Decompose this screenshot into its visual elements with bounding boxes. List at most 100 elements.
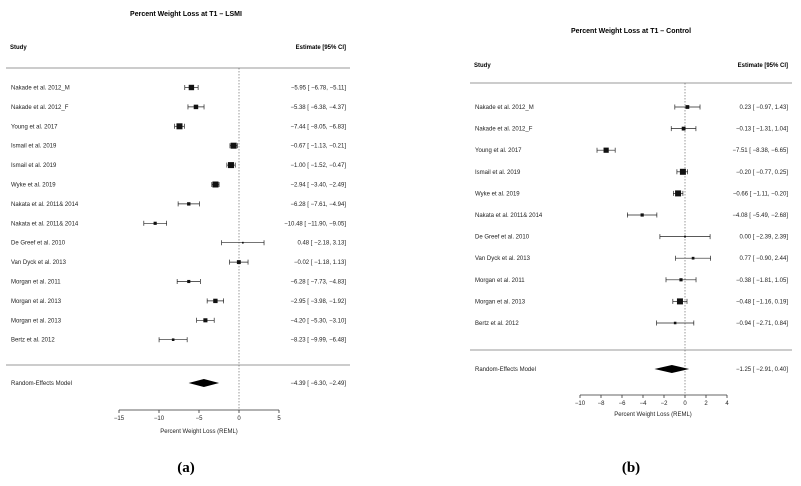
estimate-text: 0.23 [ −0.97, 1.43] (739, 105, 788, 111)
study-row: Van Dyck et al. 2013 −0.02 [ −1.18, 1.13] (11, 259, 346, 266)
point-estimate (230, 142, 237, 149)
summary-estimate-text: −1.25 [ −2.91, 0.40] (736, 367, 788, 373)
study-row: Young et al. 2017 −7.44 [ −8.05, −6.83] (11, 123, 346, 130)
forest-plot-control: Percent Weight Loss at T1 – Control Stud… (470, 28, 792, 476)
study-row: Wyke et al. 2019 −2.94 [ −3.40, −2.49] (11, 181, 346, 189)
point-estimate (176, 123, 183, 130)
study-row: Ismail et al. 2019 −1.00 [ −1.52, −0.47] (11, 162, 346, 169)
point-estimate (153, 221, 157, 225)
study-name: Nakata et al. 2011& 2014 (11, 221, 79, 227)
estimate-text: −0.48 [ −1.16, 0.19] (736, 299, 788, 305)
study-name: Young et al. 2017 (11, 124, 58, 130)
estimate-text: −6.28 [ −7.61, −4.94] (290, 202, 346, 208)
x-tick-label: −8 (598, 401, 606, 407)
study-row: Bertz et al. 2012 −8.23 [ −9.99, −6.48] (11, 337, 346, 344)
study-row: Young et al. 2017 −7.51 [ −8.38, −6.65] (475, 147, 788, 154)
study-name: Wyke et al. 2019 (475, 191, 520, 197)
point-estimate (241, 241, 244, 244)
study-row: Nakata et al. 2011& 2014 −4.08 [ −5.49, −… (475, 212, 788, 219)
point-estimate (213, 298, 218, 304)
estimate-text: −0.13 [ −1.31, 1.04] (736, 127, 788, 133)
estimate-text: −4.08 [ −5.49, −2.68] (732, 213, 788, 219)
x-tick-label: −10 (575, 401, 586, 407)
study-name: Van Dyck et al. 2013 (475, 256, 531, 262)
point-estimate (188, 84, 195, 91)
summary-diamond (654, 365, 690, 373)
estimate-text: −8.23 [ −9.99, −6.48] (290, 338, 346, 344)
summary-estimate-text: −4.39 [ −6.30, −2.49] (290, 381, 346, 387)
study-name: Bertz et al. 2012 (11, 338, 55, 344)
estimate-text: −0.94 [ −2.71, 0.84] (736, 321, 788, 327)
study-row: De Greef et al. 2010 0.48 [ −2.18, 3.13] (11, 240, 346, 247)
study-name: Nakade et al. 2012_M (11, 86, 70, 92)
summary-row: Random-Effects Model −1.25 [ −2.91, 0.40] (475, 365, 788, 373)
study-row: Nakata et al. 2011& 2014 −6.28 [ −7.61, −… (11, 201, 346, 208)
estimate-text: −2.95 [ −3.98, −1.92] (290, 299, 346, 305)
estimate-text: −0.20 [ −0.77, 0.25] (736, 170, 788, 176)
study-column-header: Study (10, 45, 27, 51)
x-tick-label: 4 (725, 401, 729, 407)
study-name: Ismail et al. 2019 (11, 144, 57, 150)
point-estimate (684, 235, 686, 238)
study-name: Wyke et al. 2019 (11, 183, 56, 189)
x-tick-label: 5 (277, 416, 281, 422)
estimate-text: −0.38 [ −1.81, 1.05] (736, 278, 788, 284)
point-estimate (228, 162, 234, 169)
x-tick-label: −2 (661, 401, 669, 407)
point-estimate (673, 321, 677, 325)
forest-plot-lsmi: Percent Weight Loss at T1 – LSMI Study E… (6, 11, 350, 476)
study-row: De Greef et al. 2010 0.00 [ −2.39, 2.39] (475, 234, 788, 241)
x-axis-label: Percent Weight Loss (REML) (614, 412, 692, 418)
estimate-text: −6.28 [ −7.73, −4.83] (290, 280, 346, 286)
study-name: Nakade et al. 2012_F (475, 127, 533, 133)
point-estimate (212, 181, 219, 188)
estimate-text: −7.44 [ −8.05, −6.83] (290, 124, 346, 130)
study-row: Ismail et al. 2019 −0.20 [ −0.77, 0.25] (475, 168, 788, 176)
study-rows: Nakade et al. 2012_M −5.95 [ −6.78, −5.11… (11, 84, 346, 344)
estimate-text: −7.51 [ −8.38, −6.65] (732, 148, 788, 154)
summary-name: Random-Effects Model (11, 381, 72, 387)
study-name: Van Dyck et al. 2013 (11, 260, 67, 266)
point-estimate (236, 260, 241, 265)
study-row: Morgan et al. 2011 −0.38 [ −1.81, 1.05] (475, 277, 788, 284)
estimate-text: 0.00 [ −2.39, 2.39] (739, 235, 788, 241)
estimate-text: 0.77 [ −0.90, 2.44] (739, 256, 788, 262)
study-name: Ismail et al. 2019 (11, 163, 57, 169)
point-estimate (187, 202, 191, 206)
point-estimate (603, 147, 609, 153)
study-name: Nakade et al. 2012_M (475, 105, 534, 111)
study-row: Nakata et al. 2011& 2014 −10.48 [ −11.90,… (11, 220, 346, 227)
point-estimate (675, 190, 682, 197)
study-name: Morgan et al. 2013 (11, 318, 62, 324)
study-row: Morgan et al. 2013 −4.20 [ −5.30, −3.10] (11, 317, 346, 324)
study-name: Nakade et al. 2012_F (11, 105, 69, 111)
x-tick-label: −15 (114, 416, 125, 422)
x-axis-ticks: −15 −10 −5 0 5 (114, 410, 281, 422)
estimate-text: −0.66 [ −1.11, −0.20] (733, 191, 788, 197)
study-name: Ismail et al. 2019 (475, 170, 521, 176)
point-estimate (203, 318, 208, 323)
estimate-text: 0.48 [ −2.18, 3.13] (297, 241, 346, 247)
chart-title: Percent Weight Loss at T1 – Control (571, 28, 691, 35)
point-estimate (640, 213, 644, 217)
study-row: Ismail et al. 2019 −0.67 [ −1.13, −0.21] (11, 142, 346, 150)
study-name: Morgan et al. 2013 (11, 299, 62, 305)
estimate-column-header: Estimate [95% CI] (296, 45, 346, 51)
study-column-header: Study (474, 63, 491, 69)
study-row: Van Dyck et al. 2013 0.77 [ −0.90, 2.44] (475, 255, 788, 262)
study-row: Nakade et al. 2012_M 0.23 [ −0.97, 1.43] (475, 104, 788, 111)
point-estimate (171, 338, 175, 341)
study-name: Morgan et al. 2013 (475, 299, 526, 305)
estimate-text: −10.48 [ −11.90, −9.05] (284, 221, 346, 227)
x-tick-label: −10 (154, 416, 165, 422)
study-name: Morgan et al. 2011 (11, 280, 61, 286)
study-rows: Nakade et al. 2012_M 0.23 [ −0.97, 1.43]N… (475, 104, 788, 327)
study-name: Nakata et al. 2011& 2014 (11, 202, 79, 208)
estimate-text: −2.94 [ −3.40, −2.49] (290, 183, 346, 189)
x-axis-ticks: −10 −8 −6 −4 −2 0 2 4 (575, 395, 729, 407)
study-name: De Greef et al. 2010 (475, 235, 530, 241)
study-name: Morgan et al. 2011 (475, 278, 525, 284)
estimate-text: −5.38 [ −6.38, −4.37] (290, 105, 346, 111)
point-estimate (691, 256, 695, 260)
